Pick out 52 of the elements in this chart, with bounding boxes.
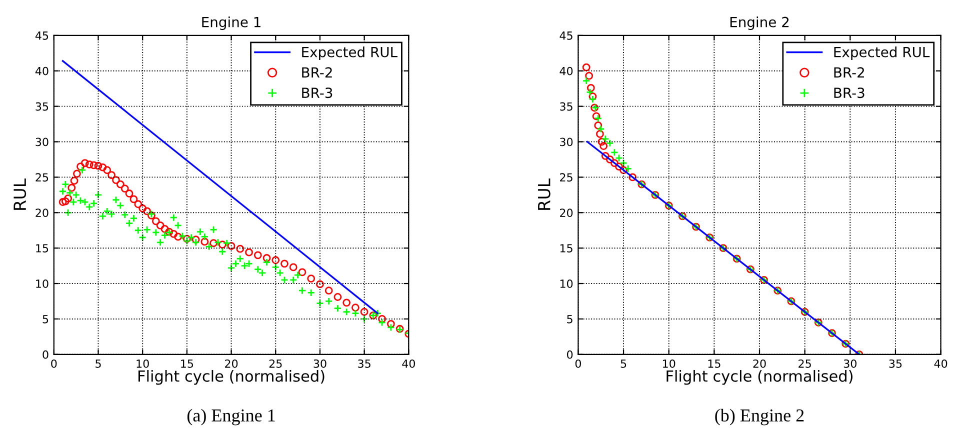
y-tick-label: 30 <box>36 138 48 146</box>
x-tick-label: 20 <box>225 359 238 368</box>
x-tick-label: 30 <box>314 359 326 368</box>
x-tick-label: 5 <box>96 360 101 368</box>
legend-label: BR-3 <box>834 88 864 98</box>
x-tick-label: 10 <box>136 359 149 368</box>
y-tick-label: 45 <box>35 32 48 40</box>
y-tick-label: 25 <box>36 173 48 182</box>
y-tick-label: 25 <box>560 173 572 182</box>
x-axis-title: Flight cycle (normalised) <box>138 370 324 385</box>
x-tick-label: 35 <box>358 359 370 368</box>
x-tick-label: 40 <box>402 359 415 368</box>
x-tick-label: 25 <box>269 359 282 368</box>
y-tick-label: 5 <box>42 315 48 324</box>
x-tick-label: 30 <box>844 359 856 368</box>
x-axis-title: Flight cycle (normalised) <box>666 370 852 385</box>
x-tick-label: 20 <box>753 359 766 368</box>
x-tick-label: 15 <box>708 360 720 368</box>
y-tick-label: 10 <box>36 279 48 288</box>
y-axis-title: RUL <box>538 178 550 210</box>
y-tick-label: 40 <box>560 66 573 76</box>
y-tick-label: 20 <box>36 208 48 218</box>
x-tick-label: 25 <box>798 359 811 368</box>
chart-title: Engine 1 <box>202 16 260 30</box>
legend-label: BR-2 <box>834 67 864 78</box>
chart-title: Engine 2 <box>730 16 789 30</box>
y-tick-label: 10 <box>560 279 573 288</box>
x-tick-label: 40 <box>934 359 948 368</box>
y-axis-title: RUL <box>14 178 26 210</box>
legend-label: BR-2 <box>302 67 332 78</box>
legend-label: Expected RUL <box>834 46 930 60</box>
y-tick-label: 40 <box>35 66 48 76</box>
x-tick-label: 35 <box>889 359 902 368</box>
y-tick-label: 0 <box>42 350 48 359</box>
y-tick-label: 0 <box>567 350 573 359</box>
y-tick-label: 35 <box>560 102 572 111</box>
x-tick-label: 0 <box>51 359 57 368</box>
x-tick-label: 0 <box>575 359 581 368</box>
y-tick-label: 15 <box>36 244 48 252</box>
y-tick-label: 35 <box>36 102 48 111</box>
x-tick-label: 15 <box>181 360 194 368</box>
legend-label: BR-3 <box>302 88 332 98</box>
text: (b) Engine 2 <box>715 408 804 426</box>
x-tick-label: 5 <box>620 360 626 368</box>
y-tick-label: 30 <box>560 138 573 146</box>
y-tick-label: 20 <box>560 208 573 218</box>
legend-label: Expected RUL <box>302 46 398 60</box>
text: (a) Engine 1 <box>187 408 275 426</box>
y-tick-label: 15 <box>560 244 572 252</box>
y-tick-label: 5 <box>567 315 572 324</box>
x-tick-label: 10 <box>663 359 676 368</box>
y-tick-label: 45 <box>560 32 572 40</box>
